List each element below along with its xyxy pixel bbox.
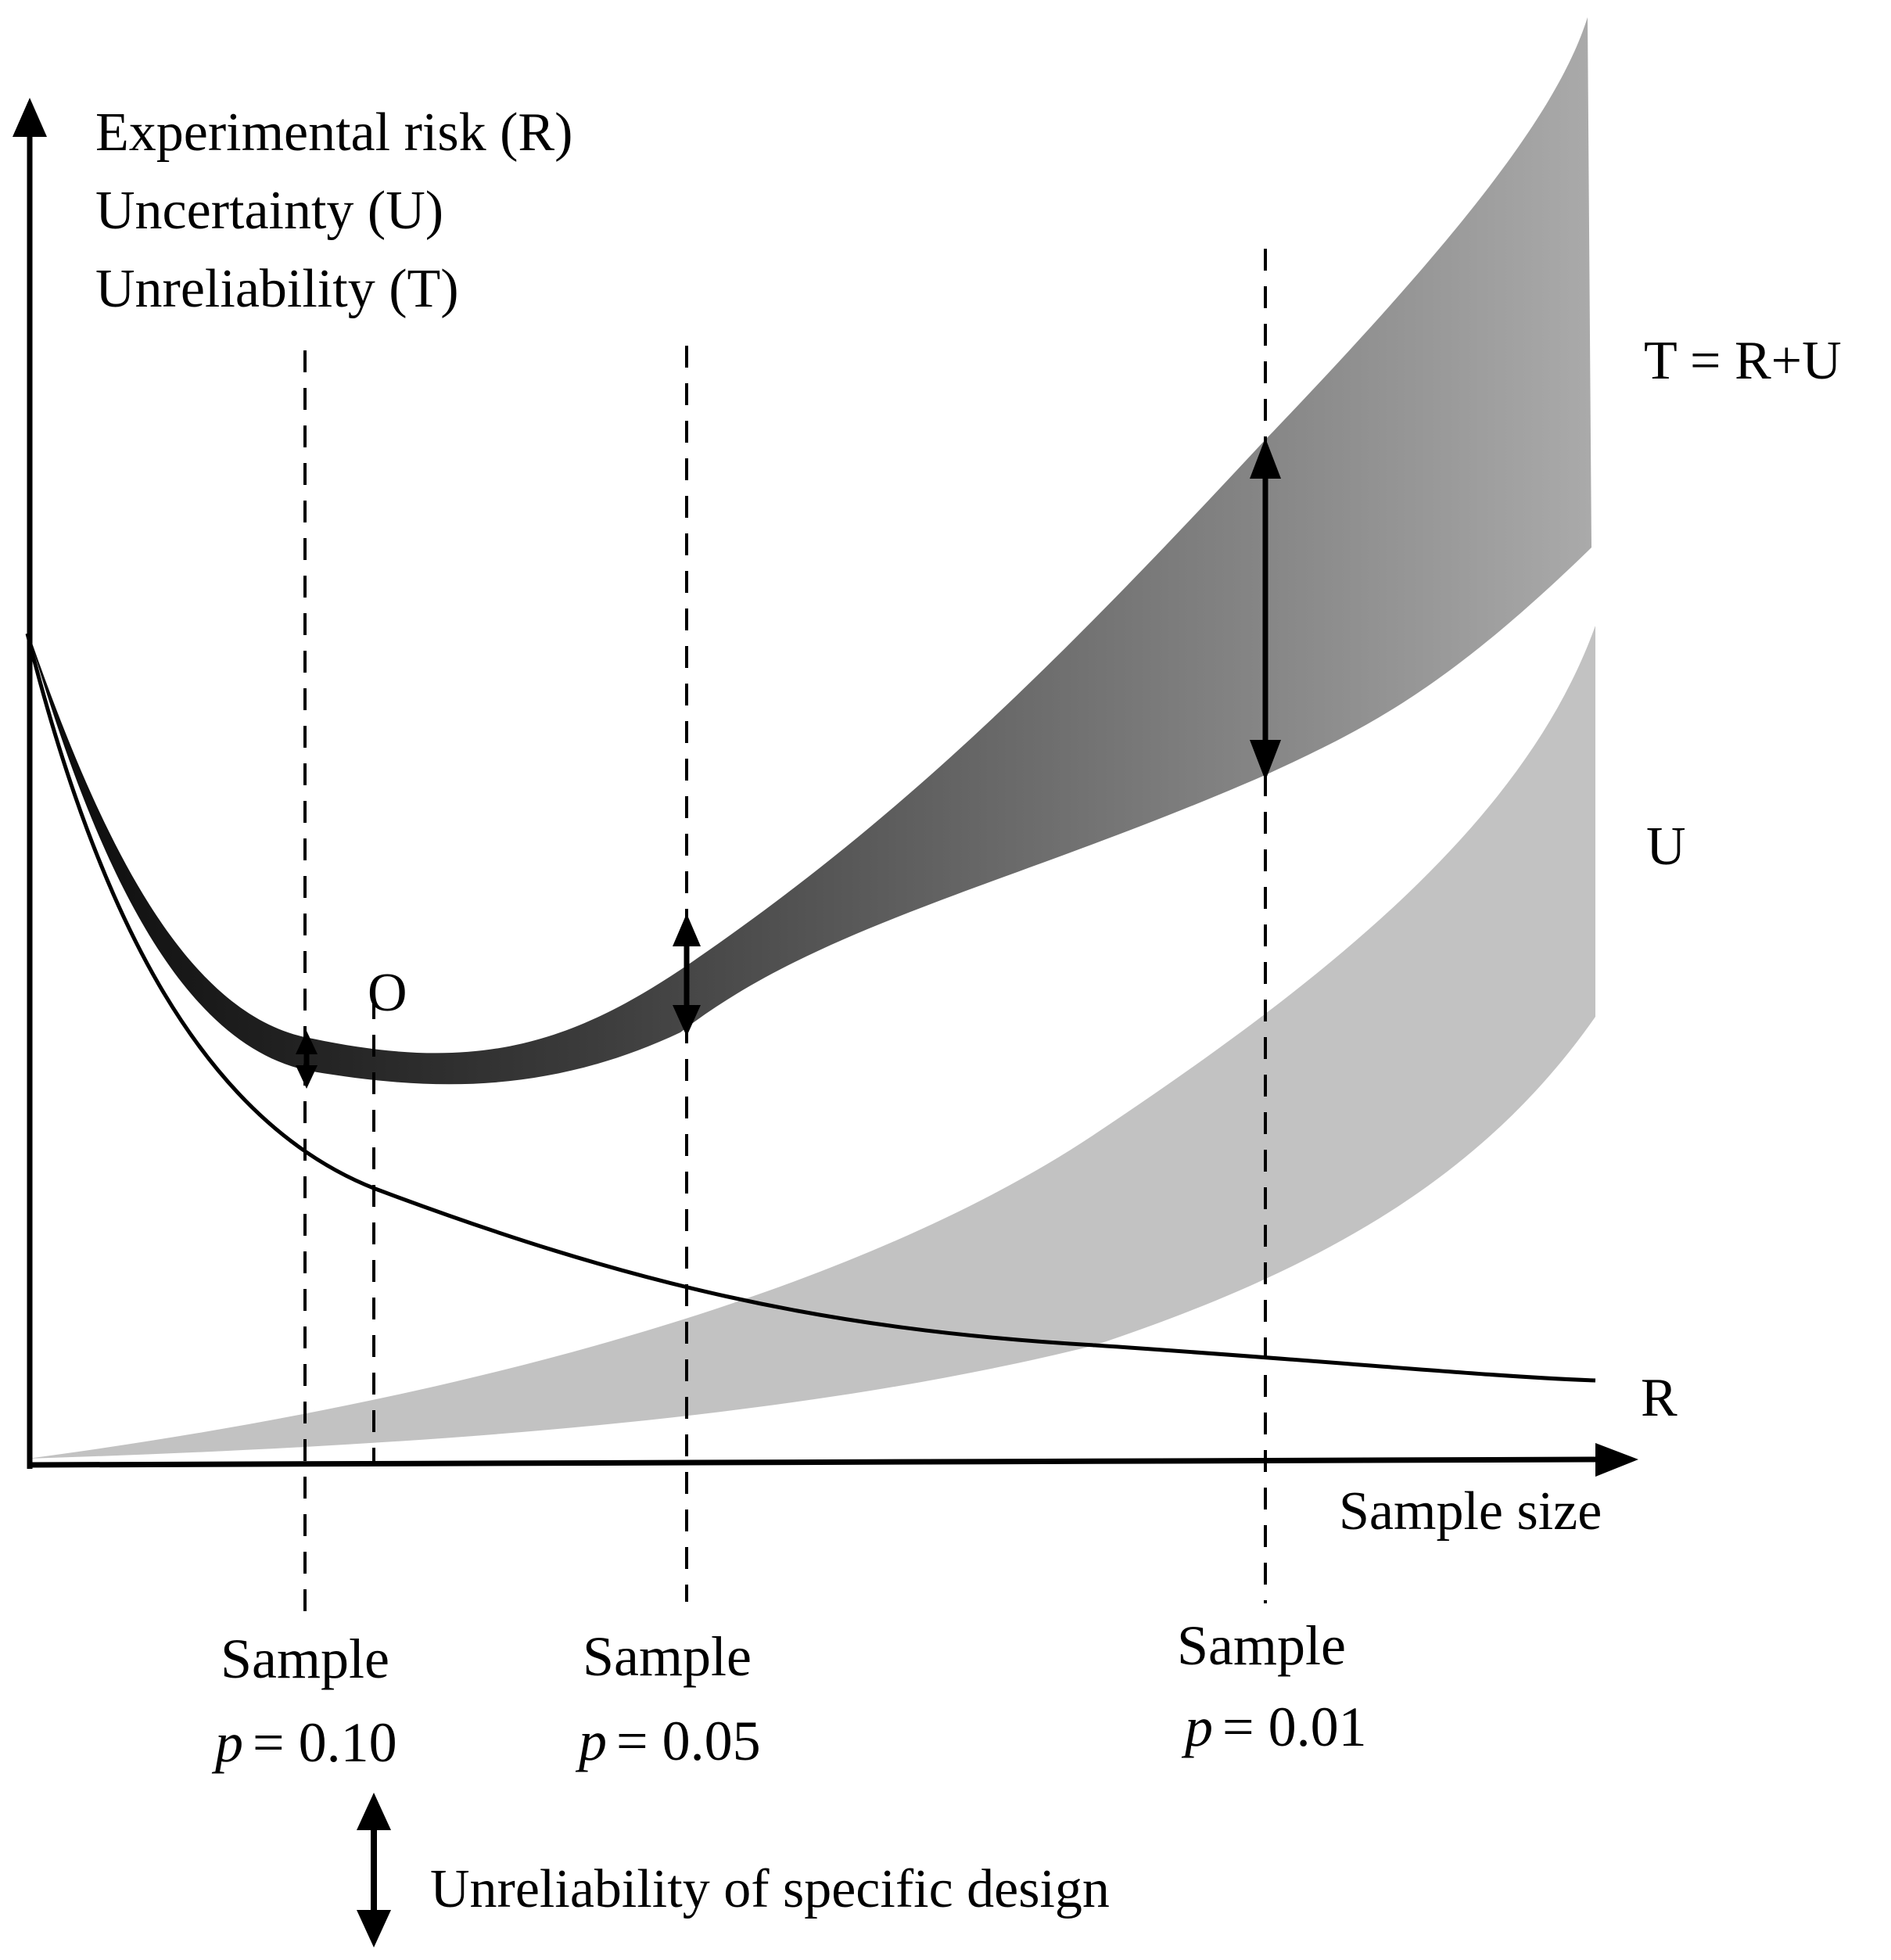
sample-p-value-p001: p = 0.01 — [1181, 1696, 1367, 1758]
range-arrow-p005-top-icon — [673, 914, 701, 946]
p-value: = 0.05 — [616, 1710, 761, 1772]
legend-text: Unreliability of specific design — [430, 1859, 1110, 1919]
optimum-label: O — [368, 963, 407, 1023]
x-axis-label: Sample size — [1339, 1481, 1602, 1542]
uncertainty-band — [27, 626, 1595, 1459]
x-axis-arrowhead-icon — [1595, 1443, 1638, 1477]
range-arrow-p005-bottom-icon — [673, 1005, 701, 1036]
x-axis — [29, 1456, 1600, 1468]
legend-arrow-bottom-icon — [357, 1910, 391, 1947]
legend-arrow-top-icon — [357, 1793, 391, 1830]
sample-label-p001: Sample — [1177, 1614, 1346, 1677]
range-arrow-p010-bottom-icon — [296, 1065, 318, 1089]
y-axis-label-unreliability: Unreliability (T) — [95, 259, 459, 319]
total-unreliability-band — [27, 17, 1591, 1085]
p-symbol: p — [1181, 1696, 1213, 1758]
y-axis-label-risk: Experimental risk (R) — [95, 102, 572, 163]
risk-curve — [25, 633, 1596, 1383]
range-arrow-p001-bottom-icon — [1250, 740, 1281, 781]
range-arrow-p010-top-icon — [296, 1031, 318, 1054]
sample-p-value-p010: p = 0.10 — [211, 1711, 397, 1774]
total-curve-label: T = R+U — [1644, 331, 1842, 391]
uncertainty-curve-label: U — [1646, 817, 1686, 877]
p-value: = 0.10 — [253, 1711, 397, 1774]
p-value: = 0.01 — [1222, 1696, 1367, 1758]
sample-label-p005: Sample — [583, 1625, 752, 1688]
sample-label-p010: Sample — [221, 1628, 389, 1690]
risk-curve-label: R — [1641, 1368, 1678, 1428]
y-axis-label-uncertainty: Uncertainty (U) — [95, 181, 443, 241]
p-symbol: p — [211, 1711, 243, 1774]
sample-p-value-p005: p = 0.05 — [575, 1710, 761, 1772]
p-symbol: p — [575, 1710, 607, 1772]
y-axis-arrowhead-icon — [13, 98, 47, 137]
range-arrow-p001-top-icon — [1250, 438, 1281, 479]
